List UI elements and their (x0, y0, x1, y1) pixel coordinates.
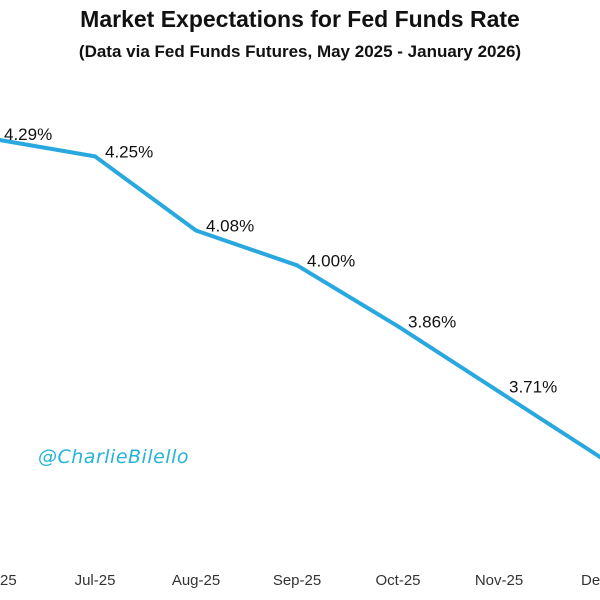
data-point (194, 228, 198, 233)
chart-subtitle: (Data via Fed Funds Futures, May 2025 - … (78, 42, 522, 61)
data-point (497, 389, 501, 394)
x-tick-label: Sep-25 (273, 572, 321, 589)
x-tick-label: Oct-25 (375, 572, 420, 589)
data-label: 4.00% (307, 251, 355, 270)
x-axis-tick-group: 25 Jul-25 Aug-25 Sep-25 Oct-25 Nov-25 Dec (0, 572, 600, 589)
data-point (93, 154, 97, 159)
data-point (295, 263, 299, 268)
x-tick-label: Dec (581, 572, 600, 589)
series-line (0, 138, 600, 459)
x-tick-label: Nov-25 (475, 572, 523, 589)
data-label: 3.86% (408, 312, 456, 331)
x-tick-label: Jul-25 (75, 572, 116, 589)
data-label: 3.71% (509, 378, 557, 397)
data-label: 4.29% (4, 125, 52, 144)
data-label-group: 4.29% 4.25% 4.08% 4.00% 3.86% 3.71% (4, 125, 600, 459)
x-tick-label: 25 (0, 572, 17, 589)
chart-title: Market Expectations for Fed Funds Rate (80, 6, 520, 32)
data-point (396, 324, 400, 329)
x-tick-label: Aug-25 (172, 572, 220, 589)
data-label: 4.25% (105, 142, 153, 161)
series-line-group (0, 138, 600, 459)
data-label: 4.08% (206, 216, 254, 235)
watermark-handle: @CharlieBilello (38, 446, 189, 468)
